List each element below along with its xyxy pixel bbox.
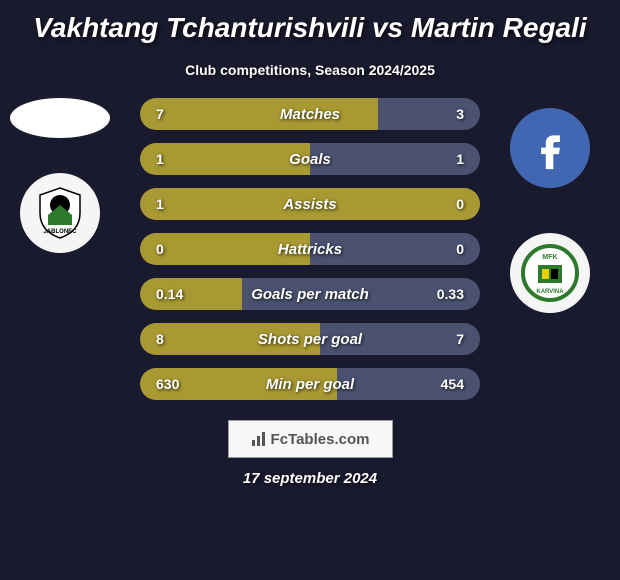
stat-right-value: 3: [456, 106, 464, 122]
stat-right-value: 7: [456, 331, 464, 347]
right-club-badge: MFK KARVINA: [510, 233, 590, 313]
stat-label: Min per goal: [140, 376, 480, 393]
watermark-text: FcTables.com: [271, 431, 370, 448]
stat-row: Shots per goal8 7: [140, 323, 480, 355]
stat-right-value: 0: [456, 241, 464, 257]
stat-row: Min per goal630 454: [140, 368, 480, 400]
stat-right-value: 0: [456, 196, 464, 212]
comparison-date: 17 september 2024: [0, 470, 620, 487]
stat-left-value: 1: [156, 151, 164, 167]
stat-left-value: 0: [156, 241, 164, 257]
stat-label: Assists: [140, 196, 480, 213]
stat-label: Shots per goal: [140, 331, 480, 348]
stat-bar-track: Hattricks0 0: [140, 233, 480, 265]
left-club-badge: JABLONEC: [20, 173, 100, 253]
stat-bar-track: Assists1 0: [140, 188, 480, 220]
comparison-title: Vakhtang Tchanturishvili vs Martin Regal…: [0, 0, 620, 44]
stat-label: Hattricks: [140, 241, 480, 258]
stat-right-value: 1: [456, 151, 464, 167]
jablonec-logo-icon: JABLONEC: [30, 183, 90, 243]
stat-left-value: 7: [156, 106, 164, 122]
stat-bar-track: Min per goal630 454: [140, 368, 480, 400]
stat-left-value: 1: [156, 196, 164, 212]
stat-bar-track: Shots per goal8 7: [140, 323, 480, 355]
stat-left-value: 630: [156, 376, 179, 392]
facebook-share-icon[interactable]: [510, 108, 590, 188]
karvina-logo-icon: MFK KARVINA: [520, 243, 580, 303]
stat-left-value: 8: [156, 331, 164, 347]
player-left-avatar: [10, 98, 110, 138]
stat-label: Goals: [140, 151, 480, 168]
stat-left-value: 0.14: [156, 286, 183, 302]
svg-text:KARVINA: KARVINA: [536, 289, 564, 295]
stat-row: Hattricks0 0: [140, 233, 480, 265]
facebook-icon: [528, 126, 573, 171]
stat-row: Assists1 0: [140, 188, 480, 220]
stat-row: Matches7 3: [140, 98, 480, 130]
svg-text:MFK: MFK: [542, 254, 557, 261]
chart-icon: [251, 431, 267, 447]
stat-row: Goals1 1: [140, 143, 480, 175]
stat-row: Goals per match0.14 0.33: [140, 278, 480, 310]
stat-label: Matches: [140, 106, 480, 123]
season-subtitle: Club competitions, Season 2024/2025: [0, 62, 620, 78]
stat-bar-track: Goals per match0.14 0.33: [140, 278, 480, 310]
stat-bar-track: Goals1 1: [140, 143, 480, 175]
stat-right-value: 0.33: [437, 286, 464, 302]
svg-text:JABLONEC: JABLONEC: [43, 229, 77, 235]
watermark-badge: FcTables.com: [228, 420, 393, 458]
stat-right-value: 454: [441, 376, 464, 392]
comparison-container: JABLONEC MFK KARVINA Matches73Goals11Ass…: [0, 98, 620, 400]
stat-bar-track: Matches7 3: [140, 98, 480, 130]
stat-label: Goals per match: [140, 286, 480, 303]
